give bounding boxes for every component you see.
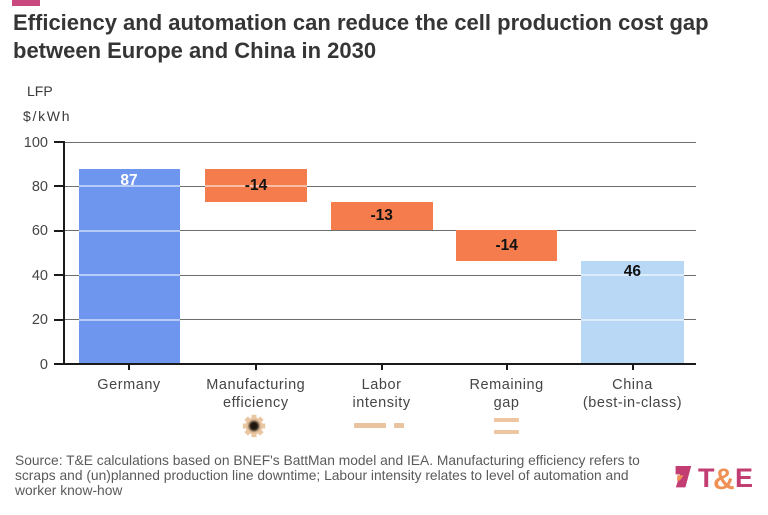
svg-text:E: E: [735, 464, 753, 490]
svg-text:&: &: [713, 464, 735, 490]
svg-text:T: T: [698, 464, 715, 490]
